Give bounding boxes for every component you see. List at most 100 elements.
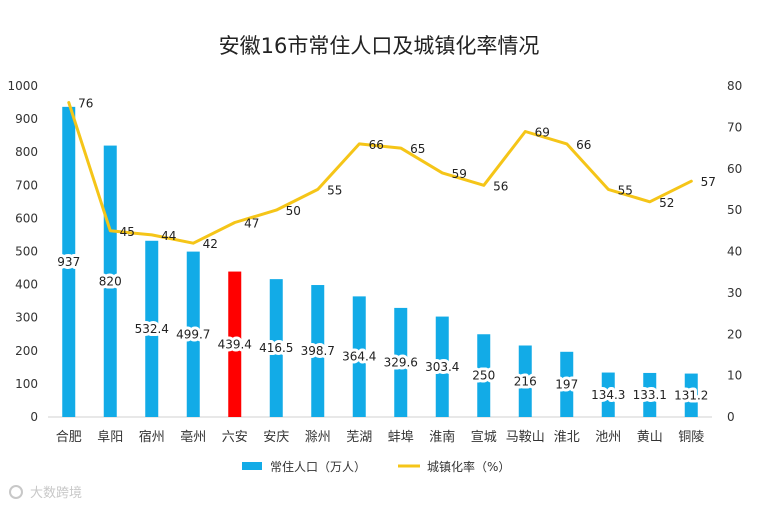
population-label: 197 [555,377,578,391]
population-label: 499.7 [176,327,210,341]
category-labels: 合肥 阜阳 宿州 亳州 六安 安庆 滁州 芜湖 蚌埠 淮南 宣城 马鞍山 淮北 池州 黄山 铜陵 [56,429,705,445]
left-tick-label: 600 [15,211,38,225]
left-tick-label: 300 [15,311,38,325]
population-label: 937 [57,255,80,269]
right-tick-label: 50 [727,203,742,217]
right-tick-label: 80 [727,79,742,93]
right-tick-label: 20 [727,327,742,341]
population-label: 398.7 [301,344,335,358]
category-label: 六安 [222,430,248,445]
population-bar [601,372,615,417]
population-labels: 937 820 532.4 499.7 439.4 416.5 398.7 364.4 329.… [54,252,711,405]
population-label: 364.4 [342,350,376,364]
urbanization-label: 42 [203,237,218,251]
urbanization-label: 52 [659,196,674,210]
right-tick-label: 10 [727,369,742,383]
category-label: 亳州 [180,429,206,445]
population-bar [269,279,283,417]
left-tick-label: 200 [15,344,38,358]
urbanization-label: 57 [701,175,716,189]
population-label: 134.3 [591,388,625,402]
chart-title: 安徽16市常住人口及城镇化率情况 [219,34,540,58]
urbanization-label: 66 [576,138,591,152]
right-tick-label: 40 [727,245,742,259]
population-bar [643,372,657,417]
category-label: 池州 [595,430,621,445]
left-tick-label: 0 [30,410,38,424]
left-tick-label: 100 [15,377,38,391]
legend-label-urbanization: 城镇化率（%） [427,459,510,474]
legend-label-population: 常住人口（万人） [270,460,366,474]
legend-swatch-population [242,462,262,470]
left-tick-label: 500 [15,245,38,259]
population-label: 303.4 [425,360,459,374]
population-bars [62,106,698,417]
left-tick-label: 1000 [7,79,38,93]
population-bar [311,285,325,417]
right-tick-label: 60 [727,162,742,176]
population-bar [352,296,366,417]
category-label: 淮北 [554,430,580,445]
urbanization-label: 56 [493,179,508,193]
population-bar [186,251,200,417]
population-bar [560,351,574,417]
urbanization-label: 55 [327,183,342,197]
urbanization-label: 76 [78,97,93,111]
urbanization-label: 45 [120,225,135,239]
watermark: 大数跨境 [9,485,82,501]
population-bar [228,271,242,417]
population-bar [145,240,159,417]
population-label: 133.1 [633,388,667,402]
urbanization-label: 69 [535,126,550,140]
population-label: 820 [99,274,122,288]
category-label: 阜阳 [97,429,123,445]
population-label: 216 [514,374,537,388]
legend: 常住人口（万人） 城镇化率（%） [242,459,510,474]
category-label: 合肥 [56,430,82,445]
population-bar [435,316,449,417]
category-label: 滁州 [305,429,331,445]
category-label: 安庆 [263,430,289,445]
population-bar [103,145,117,417]
category-label: 芜湖 [346,430,372,445]
watermark-text: 大数跨境 [30,486,82,501]
category-label: 铜陵 [678,430,704,445]
urbanization-label: 50 [286,204,301,218]
left-tick-label: 400 [15,278,38,292]
population-label: 439.4 [218,337,252,351]
population-bar [62,106,76,417]
category-label: 淮南 [429,429,455,445]
urbanization-line [67,101,693,245]
urbanization-label: 59 [452,167,467,181]
watermark-logo-icon [9,485,23,499]
population-label: 416.5 [259,341,293,355]
urbanization-label: 65 [410,142,425,156]
left-tick-label: 700 [15,178,38,192]
category-label: 黄山 [637,430,663,445]
left-axis-ticks: 0 100 200 300 400 500 600 700 800 900 1000 [7,79,38,424]
urbanization-label: 44 [161,229,176,243]
population-label: 250 [472,369,495,383]
population-bar [684,373,698,417]
urbanization-series-line [67,101,693,245]
population-label: 532.4 [135,322,169,336]
urbanization-labels: 76 45 44 42 47 50 55 66 65 59 56 69 66 55 52 57 [78,97,716,252]
right-tick-label: 30 [727,286,742,300]
category-label: 宿州 [139,429,165,445]
population-bar [394,307,408,417]
right-axis-ticks: 0 10 20 30 40 50 60 70 80 [727,79,742,424]
urbanization-label: 55 [618,183,633,197]
urbanization-label: 47 [244,217,259,231]
population-label: 329.6 [384,355,418,369]
category-label: 马鞍山 [506,429,545,445]
category-label: 蚌埠 [388,430,414,445]
urbanization-label: 66 [369,138,384,152]
right-tick-label: 0 [727,410,735,424]
population-bar [518,345,532,417]
left-tick-label: 800 [15,145,38,159]
category-label: 宣城 [471,429,497,445]
right-tick-label: 70 [727,120,742,134]
population-bar [477,334,491,417]
population-label: 131.2 [674,388,708,402]
